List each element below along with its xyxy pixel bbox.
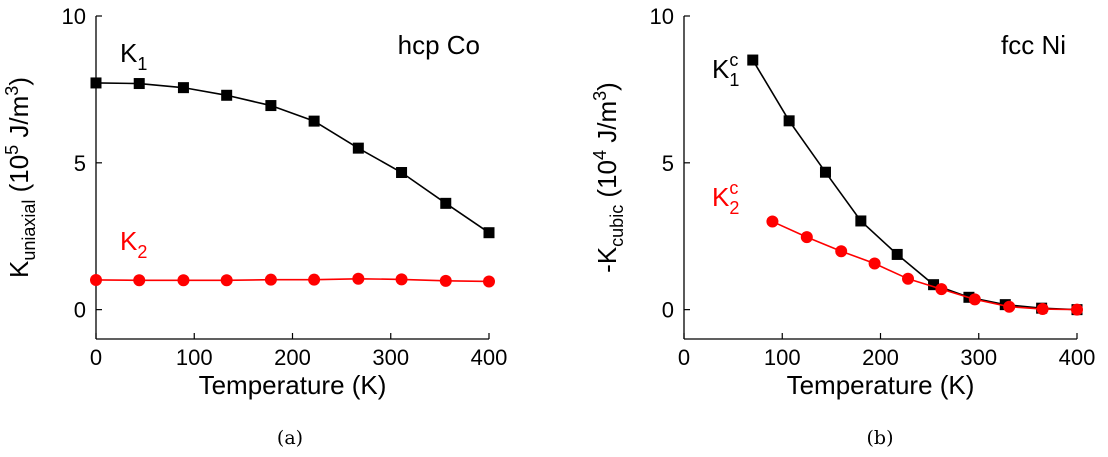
data-point-K1 [221, 89, 233, 101]
series-line-K1c [752, 59, 1078, 311]
data-point-K1 [133, 78, 145, 90]
x-tick-label: 0 [90, 345, 102, 370]
x-tick-label: 200 [862, 345, 899, 370]
panel-caption: (a) [277, 427, 303, 449]
data-point-K1 [440, 197, 452, 209]
series-line-K2 [95, 278, 490, 283]
x-tick-label: 300 [372, 345, 409, 370]
data-point-K1c [891, 248, 903, 260]
data-point-K2c [766, 215, 779, 228]
data-point-K2c [800, 231, 813, 244]
x-tick-label: 400 [471, 345, 508, 370]
data-point-K2 [264, 273, 277, 286]
x-tick-label: 200 [274, 345, 311, 370]
data-point-K2 [439, 274, 452, 287]
material-annotation: hcp Co [398, 30, 480, 60]
y-tick-label: 10 [650, 4, 674, 29]
material-annotation: fcc Ni [1001, 30, 1066, 60]
data-point-K2 [308, 273, 321, 286]
y-tick-label: 5 [74, 151, 86, 176]
y-axis-label: -Kcubic (104 J/m3) [590, 82, 627, 273]
x-axis-label: Temperature (K) [199, 370, 387, 400]
data-point-K2 [352, 272, 365, 285]
y-tick-label: 10 [62, 4, 86, 29]
data-point-K1 [352, 142, 364, 154]
series-label-K1c: Kc 1 [712, 50, 739, 90]
panel-a: 0 100 200 300 400 0 5 10 Temperature (K) Kuniaxia… [2, 4, 507, 449]
data-point-K2 [395, 273, 408, 286]
data-point-K2c [1003, 300, 1016, 313]
data-point-K1c [783, 115, 795, 127]
data-point-K1c [819, 166, 831, 178]
data-point-K2c [868, 257, 881, 270]
data-point-K2 [133, 274, 146, 287]
data-point-K1 [483, 227, 495, 239]
panel-b: 0 100 200 300 400 0 5 10 Temperature (K) -Kcubic … [590, 4, 1095, 449]
data-point-K1c [747, 54, 759, 66]
data-point-K1 [265, 100, 277, 112]
x-tick-label: 0 [678, 345, 690, 370]
series-label-K1: K1 [120, 38, 147, 74]
data-point-K2 [220, 274, 233, 287]
series-label-K2: K2 [120, 226, 147, 262]
data-point-K1 [90, 77, 102, 89]
data-point-K1c [855, 215, 867, 227]
y-axis-label: Kuniaxial (105 J/m3) [2, 77, 39, 278]
data-point-K2c [968, 293, 981, 306]
data-point-K2c [835, 245, 848, 258]
y-tick-label: 0 [74, 298, 86, 323]
data-point-K2 [483, 275, 495, 288]
data-point-K2c [935, 283, 948, 296]
x-tick-label: 400 [1059, 345, 1096, 370]
x-axis-label: Temperature (K) [787, 370, 975, 400]
x-tick-label: 100 [176, 345, 213, 370]
data-point-K1 [308, 115, 320, 127]
data-point-K2c [1036, 303, 1049, 316]
data-point-K2 [177, 274, 190, 287]
data-point-K1 [177, 82, 189, 94]
y-tick-label: 0 [662, 298, 674, 323]
y-tick-label: 5 [662, 151, 674, 176]
data-point-K2c [902, 272, 915, 285]
x-tick-label: 100 [764, 345, 801, 370]
data-point-K1c [928, 279, 940, 291]
series-label-K2c: Kc 2 [712, 178, 739, 218]
series-line-K1 [95, 82, 490, 234]
panel-caption: (b) [867, 427, 894, 449]
data-point-K1 [396, 167, 408, 179]
x-tick-label: 300 [960, 345, 997, 370]
data-point-K2c [1071, 303, 1083, 316]
series-line-K2c [772, 220, 1078, 311]
data-point-K2 [90, 273, 102, 286]
